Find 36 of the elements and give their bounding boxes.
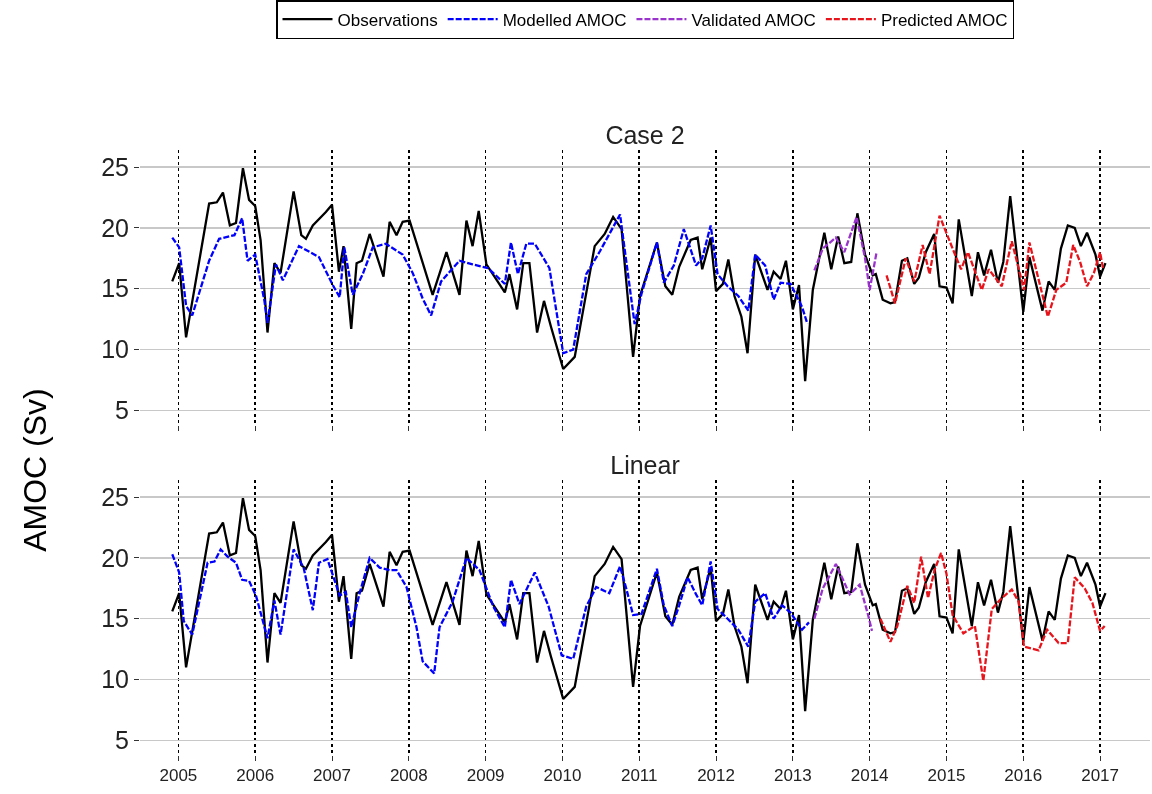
line-series — [885, 214, 1105, 318]
x-tick-label: 2013 — [773, 766, 812, 786]
x-tick-label: 2014 — [850, 766, 889, 786]
y-tick-label: 25 — [101, 482, 129, 511]
y-tick-label: 20 — [101, 543, 129, 572]
y-tick-label: 10 — [101, 335, 129, 364]
x-tick-label: 2008 — [389, 766, 428, 786]
line-series — [171, 548, 811, 675]
x-tick-label: 2007 — [313, 766, 351, 786]
x-tick-label: 2015 — [927, 766, 966, 786]
legend-label: Predicted AMOC — [880, 10, 1008, 30]
legend-label: Modelled AMOC — [502, 10, 627, 30]
y-tick-label: 15 — [101, 274, 129, 303]
y-axis-title: AMOC (Sv) — [16, 388, 54, 552]
x-tick-label: 2010 — [543, 766, 582, 786]
x-tick-label: 2016 — [1004, 766, 1043, 786]
chart-title: Linear — [610, 450, 680, 479]
x-tick-label: 2005 — [159, 766, 198, 786]
y-tick-label: 15 — [101, 604, 129, 633]
x-tick-label: 2011 — [620, 766, 658, 786]
y-tick-label: 25 — [101, 152, 129, 181]
y-tick-label: 5 — [115, 396, 129, 425]
line-series — [813, 562, 874, 633]
line-series — [171, 213, 809, 355]
y-tick-label: 20 — [101, 213, 129, 242]
x-tick-label: 2006 — [236, 766, 275, 786]
x-tick-label: 2017 — [1081, 766, 1119, 786]
x-tick-label: 2012 — [697, 766, 735, 786]
y-tick-label: 5 — [115, 726, 129, 755]
legend-label: Observations — [337, 10, 438, 30]
legend-label: Validated AMOC — [691, 10, 816, 30]
line-series — [879, 551, 1106, 682]
chart-title: Case 2 — [605, 120, 685, 149]
x-tick-label: 2009 — [466, 766, 505, 786]
line-series — [813, 215, 878, 292]
y-tick-label: 10 — [101, 665, 129, 694]
